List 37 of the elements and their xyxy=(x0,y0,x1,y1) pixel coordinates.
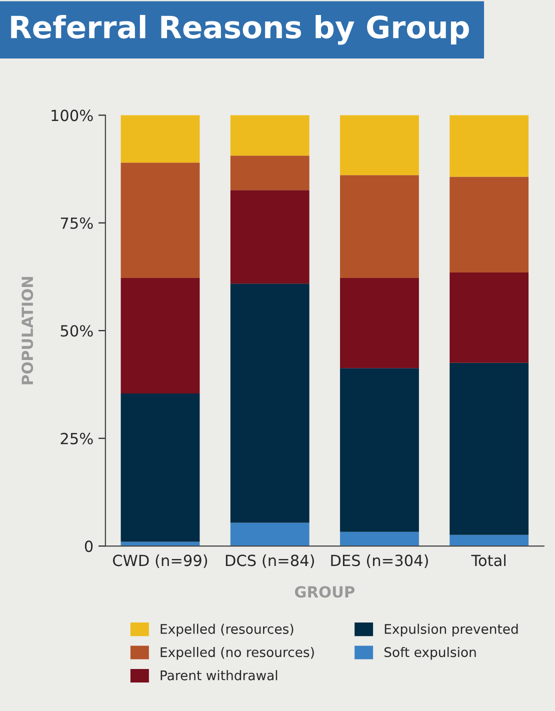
legend-label: Expulsion prevented xyxy=(384,624,518,637)
legend-label: Expelled (resources) xyxy=(160,624,294,637)
bar xyxy=(230,522,310,546)
bar xyxy=(120,115,200,163)
legend-label: Parent withdrawal xyxy=(160,670,278,680)
bar xyxy=(450,362,529,535)
bar xyxy=(120,162,200,278)
x-tick-label: Total xyxy=(471,554,506,566)
chart-title: Referral Reasons by Group xyxy=(11,14,469,45)
bar xyxy=(230,156,310,190)
bar xyxy=(120,278,200,394)
bar xyxy=(340,175,419,278)
bar xyxy=(230,115,310,156)
bar xyxy=(340,115,419,176)
x-tick-label: DCS (n=84) xyxy=(226,554,314,568)
bar xyxy=(340,278,419,368)
y-axis-title: POPULATION xyxy=(22,276,34,384)
y-tick-label: 0 xyxy=(84,540,93,552)
bar xyxy=(450,272,529,363)
y-tick-label: 25% xyxy=(60,432,93,444)
bar xyxy=(340,368,419,532)
bar xyxy=(120,542,200,546)
bar xyxy=(230,190,310,284)
x-tick-label: DES (n=304) xyxy=(331,554,428,568)
y-tick-label: 50% xyxy=(60,325,93,337)
bar xyxy=(450,534,529,546)
bar xyxy=(340,532,419,546)
bar xyxy=(450,115,529,177)
bar xyxy=(450,176,529,272)
x-tick-label: CWD (n=99) xyxy=(112,554,208,568)
bar xyxy=(230,284,310,523)
y-tick-label: 75% xyxy=(60,217,93,229)
legend-label: Expelled (no resources) xyxy=(160,646,314,660)
legend-label: Soft expulsion xyxy=(384,646,476,660)
bar xyxy=(120,394,200,542)
y-tick-label: 100% xyxy=(52,110,93,122)
x-axis-title: GROUP xyxy=(294,586,354,598)
